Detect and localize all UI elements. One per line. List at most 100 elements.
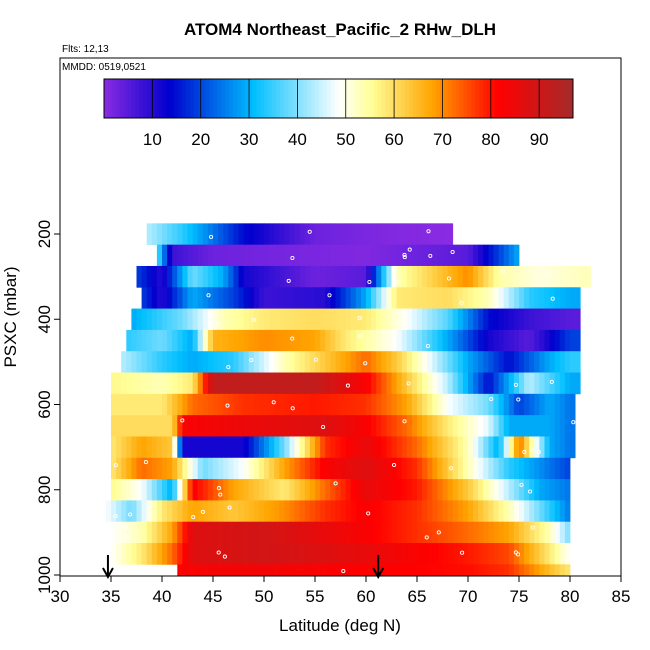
- heatmap-cell: [564, 372, 571, 395]
- heatmap-cell: [207, 479, 214, 501]
- heatmap-cell: [559, 265, 566, 288]
- heatmap-cell: [442, 500, 448, 523]
- colorbar-segment: [565, 79, 570, 118]
- heatmap-cell: [151, 287, 158, 309]
- heatmap-cell: [269, 521, 275, 544]
- heatmap-cell: [177, 244, 183, 267]
- sample-marker: [407, 247, 412, 252]
- heatmap-cell: [508, 564, 515, 576]
- heatmap-cell: [269, 564, 275, 576]
- sample-marker: [128, 512, 133, 517]
- heatmap-cell: [570, 265, 576, 288]
- heatmap-cell: [457, 415, 464, 437]
- colorbar-segment: [350, 79, 355, 118]
- heatmap-cell: [187, 287, 193, 309]
- heatmap-cell: [213, 436, 219, 459]
- heatmap-cell: [167, 223, 173, 246]
- heatmap-cell: [223, 415, 229, 437]
- heatmap-cell: [437, 308, 443, 331]
- heatmap-cell: [304, 372, 311, 395]
- heatmap-cell: [524, 521, 530, 544]
- heatmap-cell: [116, 393, 122, 416]
- heatmap-cell: [279, 287, 285, 309]
- sample-marker: [406, 381, 411, 386]
- heatmap-cell: [274, 223, 280, 246]
- heatmap-cell: [366, 543, 372, 565]
- colorbar-segment: [131, 79, 136, 118]
- sample-marker: [571, 420, 576, 425]
- heatmap-cell: [468, 564, 474, 576]
- heatmap-cell: [309, 457, 316, 480]
- heatmap-cell: [360, 521, 367, 544]
- heatmap-cell: [534, 415, 540, 437]
- heatmap-cell: [570, 436, 576, 459]
- heatmap-cell: [309, 329, 316, 352]
- heatmap-cells: [105, 223, 591, 576]
- heatmap-cell: [264, 351, 270, 373]
- heatmap-cell: [468, 287, 474, 309]
- heatmap-cell: [253, 564, 260, 576]
- heatmap-cell: [478, 372, 484, 395]
- heatmap-cell: [126, 479, 132, 501]
- heatmap-cell: [575, 329, 581, 352]
- heatmap-cell: [417, 265, 423, 288]
- heatmap-cell: [162, 287, 168, 309]
- heatmap-cell: [406, 564, 413, 576]
- heatmap-cell: [172, 415, 178, 437]
- heatmap-cell: [315, 265, 321, 288]
- sample-marker: [392, 462, 397, 468]
- heatmap-cell: [182, 543, 188, 565]
- sample-marker: [367, 279, 372, 285]
- heatmap-cell: [462, 415, 469, 437]
- heatmap-cell: [544, 287, 550, 309]
- heatmap-cell: [335, 415, 341, 437]
- heatmap-cell: [182, 265, 188, 288]
- sample-marker: [396, 279, 401, 284]
- heatmap-cell: [228, 351, 234, 373]
- heatmap-cell: [269, 436, 275, 459]
- heatmap-cell: [554, 329, 561, 352]
- heatmap-cell: [197, 329, 204, 352]
- heatmap-cell: [427, 351, 433, 373]
- heatmap-cell: [371, 287, 377, 309]
- heatmap-cell: [529, 287, 535, 309]
- heatmap-cell: [202, 479, 209, 501]
- heatmap-cell: [151, 521, 158, 544]
- sample-marker: [209, 234, 214, 239]
- heatmap-cell: [192, 351, 199, 373]
- heatmap-cell: [529, 329, 535, 352]
- heatmap-cell: [141, 265, 148, 288]
- heatmap-cell: [544, 351, 550, 373]
- colorbar-segment: [545, 79, 551, 118]
- sample-marker: [366, 511, 371, 516]
- heatmap-cell: [177, 543, 183, 565]
- heatmap-cell: [396, 543, 403, 565]
- heatmap-cell: [274, 265, 280, 288]
- heatmap-cell: [172, 500, 178, 523]
- x-tick-label: 55: [306, 587, 325, 606]
- heatmap-cell: [187, 521, 193, 544]
- heatmap-cell: [243, 329, 250, 352]
- heatmap-cell: [503, 393, 510, 416]
- heatmap-cell: [406, 265, 413, 288]
- heatmap-cell: [350, 457, 357, 480]
- colorbar-segment: [463, 79, 468, 118]
- heatmap-cell: [376, 351, 382, 373]
- heatmap-cell: [136, 351, 142, 373]
- heatmap-cell: [524, 543, 530, 565]
- heatmap-cell: [457, 564, 464, 576]
- heatmap-cell: [320, 564, 326, 576]
- heatmap-cell: [503, 415, 510, 437]
- sample-marker: [500, 269, 506, 274]
- heatmap-cell: [253, 265, 260, 288]
- heatmap-cell: [468, 372, 474, 395]
- colorbar-segment: [459, 79, 465, 118]
- heatmap-cell: [182, 564, 188, 576]
- heatmap-cell: [238, 265, 244, 288]
- heatmap-cell: [284, 415, 290, 437]
- heatmap-cell: [462, 308, 469, 331]
- heatmap-cell: [146, 479, 153, 501]
- heatmap-cell: [478, 244, 484, 267]
- heatmap-cell: [258, 265, 265, 288]
- heatmap-cell: [468, 415, 474, 437]
